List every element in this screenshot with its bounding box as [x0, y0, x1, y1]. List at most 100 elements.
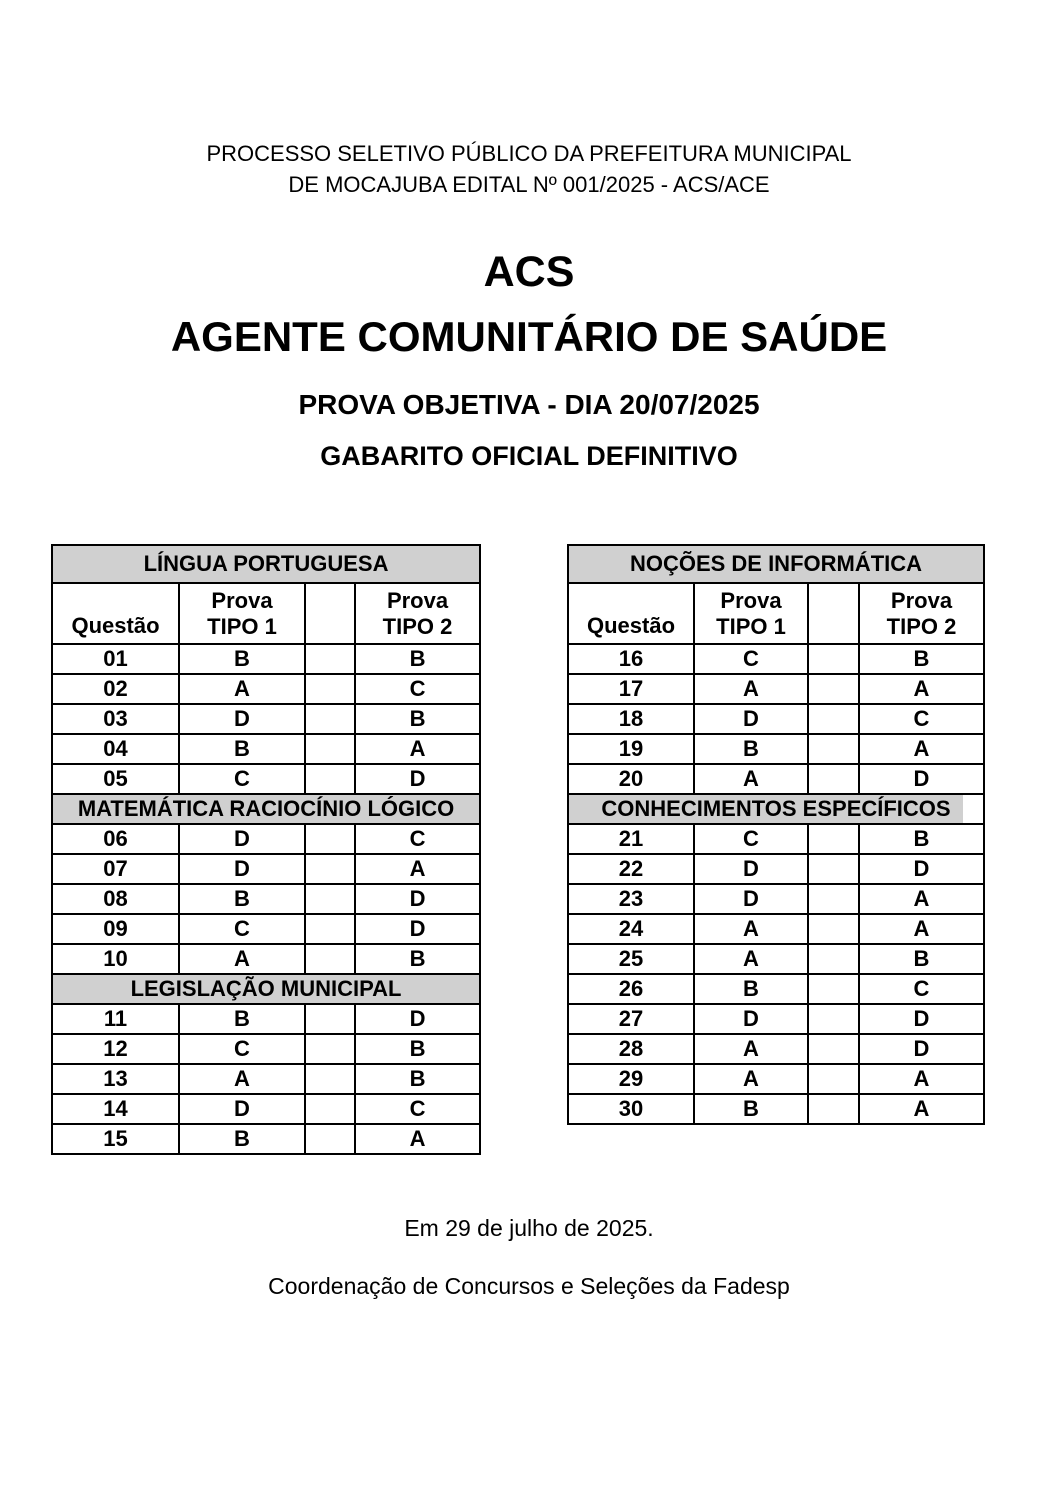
answer-tipo1-cell: C	[178, 1033, 306, 1065]
answer-tipo2-cell: D	[353, 1003, 482, 1035]
answer-tipo2-cell: B	[858, 643, 985, 675]
answer-row: 23 D A	[567, 883, 985, 915]
question-number-cell: 11	[51, 1003, 180, 1035]
answer-tipo2-cell: B	[353, 943, 482, 975]
question-number-cell: 24	[567, 913, 695, 945]
answer-tipo2-cell: A	[858, 673, 985, 705]
answer-tipo1-cell: B	[178, 733, 306, 765]
answer-row: 07 D A	[51, 853, 482, 885]
answer-row: 17 A A	[567, 673, 985, 705]
answer-tipo1-cell: D	[693, 1003, 809, 1035]
spacer-cell	[304, 943, 356, 975]
question-number-cell: 26	[567, 973, 695, 1005]
answer-tipo2-cell: C	[858, 703, 985, 735]
spacer-cell	[807, 1033, 860, 1065]
answer-tipo1-cell: A	[178, 1063, 306, 1095]
document-header-line1: PROCESSO SELETIVO PÚBLICO DA PREFEITURA …	[206, 141, 852, 166]
answer-row: 19 B A	[567, 733, 985, 765]
answer-table-right: NOÇÕES DE INFORMÁTICA Questão Prova TIPO…	[567, 544, 985, 1125]
answer-tipo2-cell: A	[353, 853, 482, 885]
question-number-cell: 15	[51, 1123, 180, 1155]
question-number-cell: 09	[51, 913, 180, 945]
answer-tipo1-cell: D	[178, 823, 306, 855]
answer-row: 03 D B	[51, 703, 482, 735]
question-number-cell: 17	[567, 673, 695, 705]
answer-table-left: LÍNGUA PORTUGUESA Questão Prova TIPO 1 P…	[50, 544, 482, 1155]
answer-tipo1-cell: B	[178, 883, 306, 915]
answer-row: 08 B D	[51, 883, 482, 915]
spacer-cell	[807, 913, 860, 945]
answer-tipo1-cell: A	[693, 673, 809, 705]
question-number-cell: 23	[567, 883, 695, 915]
answer-row: 30 B A	[567, 1093, 985, 1125]
answer-row: 25 A B	[567, 943, 985, 975]
answer-tipo1-cell: B	[178, 1123, 306, 1155]
answer-tipo2-cell: C	[353, 673, 482, 705]
column-header-tipo1-label: TIPO 1	[207, 613, 277, 639]
document-header-line2: DE MOCAJUBA EDITAL Nº 001/2025 - ACS/ACE	[288, 172, 770, 197]
section-header: LEGISLAÇÃO MUNICIPAL	[50, 973, 482, 1005]
question-number-cell: 19	[567, 733, 695, 765]
document-header: PROCESSO SELETIVO PÚBLICO DA PREFEITURA …	[0, 138, 1058, 200]
spacer-cell	[807, 763, 860, 795]
column-header-prova-label: Prova	[211, 587, 273, 613]
spacer-cell	[304, 1093, 356, 1125]
column-header-row: Questão Prova TIPO 1 Prova TIPO 2	[51, 582, 482, 645]
question-number-cell: 12	[51, 1033, 180, 1065]
question-number-cell: 25	[567, 943, 695, 975]
spacer-cell	[304, 853, 356, 885]
answer-tipo1-cell: A	[693, 1063, 809, 1095]
answer-row: 01 B B	[51, 643, 482, 675]
footer-organization: Coordenação de Concursos e Seleções da F…	[268, 1273, 790, 1299]
question-number-cell: 08	[51, 883, 180, 915]
answer-row: 15 B A	[51, 1123, 482, 1155]
section-header: MATEMÁTICA RACIOCÍNIO LÓGICO	[50, 793, 482, 825]
spacer-cell	[807, 943, 860, 975]
question-number-cell: 18	[567, 703, 695, 735]
spacer-cell	[304, 883, 356, 915]
spacer-cell	[304, 673, 356, 705]
question-number-cell: 29	[567, 1063, 695, 1095]
answer-tipo2-cell: B	[353, 643, 482, 675]
answer-tipo2-cell: B	[858, 823, 985, 855]
answer-tipo2-cell: C	[353, 1093, 482, 1125]
question-number-cell: 07	[51, 853, 180, 885]
column-header-tipo2-label: TIPO 2	[886, 613, 957, 639]
answer-tipo2-cell: C	[858, 973, 985, 1005]
answer-tipo2-cell: A	[353, 1123, 482, 1155]
answer-row: 18 D C	[567, 703, 985, 735]
answer-tipo1-cell: A	[178, 943, 306, 975]
spacer-cell	[807, 883, 860, 915]
answer-row: 10 A B	[51, 943, 482, 975]
question-number-cell: 13	[51, 1063, 180, 1095]
answer-tipo2-cell: A	[858, 733, 985, 765]
question-number-cell: 22	[567, 853, 695, 885]
answer-tipo2-cell: D	[858, 853, 985, 885]
question-number-cell: 14	[51, 1093, 180, 1125]
column-header-prova-label: Prova	[386, 587, 449, 613]
spacer-cell	[304, 1123, 356, 1155]
spacer-cell	[304, 733, 356, 765]
spacer-cell	[807, 703, 860, 735]
answer-tipo1-cell: D	[178, 853, 306, 885]
answer-row: 11 B D	[51, 1003, 482, 1035]
answer-tipo2-cell: A	[353, 733, 482, 765]
answer-tipo2-cell: D	[858, 1033, 985, 1065]
answer-tipo1-cell: B	[693, 1093, 809, 1125]
answer-row: 09 C D	[51, 913, 482, 945]
answer-tipo2-cell: A	[858, 1093, 985, 1125]
column-header-tipo2-label: TIPO 2	[382, 613, 453, 639]
answer-tipo2-cell: D	[353, 763, 482, 795]
answer-row: 06 D C	[51, 823, 482, 855]
answer-tipo1-cell: A	[693, 943, 809, 975]
answer-tipo1-cell: D	[693, 883, 809, 915]
answer-tipo1-cell: B	[693, 973, 809, 1005]
answer-tipo1-cell: B	[693, 733, 809, 765]
answer-tipo2-cell: D	[858, 763, 985, 795]
answer-row: 21 C B	[567, 823, 985, 855]
table-title: LÍNGUA PORTUGUESA	[50, 544, 482, 584]
question-number-cell: 27	[567, 1003, 695, 1035]
question-number-cell: 05	[51, 763, 180, 795]
column-header-questao: Questão	[567, 582, 695, 645]
